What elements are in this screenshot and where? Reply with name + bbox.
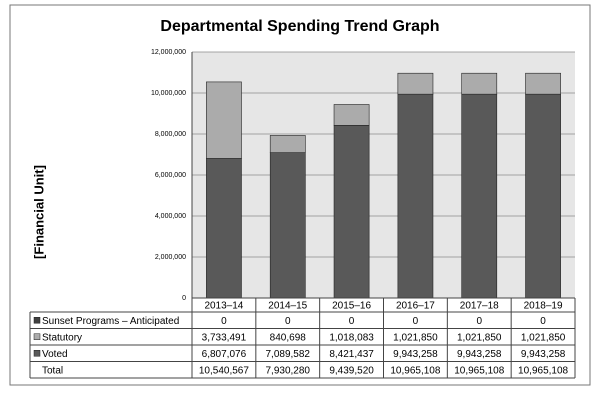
x-tick-label: 2016–17 <box>396 301 435 312</box>
chart-title: Departmental Spending Trend Graph <box>160 18 439 35</box>
bar-segment <box>525 72 561 95</box>
y-tick-label: 0 <box>182 295 186 302</box>
table-total: 7,930,280 <box>266 365 311 376</box>
y-axis-label: [Financial Unit] <box>31 165 46 259</box>
table-value: 0 <box>285 316 291 327</box>
y-tick-label: 8,000,000 <box>155 131 186 138</box>
bar-segment <box>206 81 242 159</box>
x-tick-label: 2017–18 <box>460 301 499 312</box>
table-value: 3,733,491 <box>202 332 247 343</box>
table-value: 0 <box>349 316 355 327</box>
bar-segment <box>397 93 434 299</box>
table-value: 1,021,850 <box>457 332 502 343</box>
total-label: Total <box>42 365 63 376</box>
table-total: 10,965,108 <box>390 365 440 376</box>
table-value: 9,943,258 <box>393 349 438 360</box>
bar-segment <box>525 93 561 299</box>
legend-swatch <box>33 350 41 357</box>
table-total: 10,540,567 <box>199 365 249 376</box>
legend-label: Voted <box>42 349 68 360</box>
table-value: 1,018,083 <box>329 332 374 343</box>
legend-swatch <box>33 317 41 324</box>
table-value: 840,698 <box>270 332 307 343</box>
y-tick-label: 12,000,000 <box>151 49 186 56</box>
bar-segment <box>269 152 306 299</box>
table-value: 0 <box>413 316 419 327</box>
table-value: 0 <box>221 316 227 327</box>
x-tick-label: 2015–16 <box>332 301 371 312</box>
x-tick-label: 2014–15 <box>268 301 307 312</box>
table-value: 1,021,850 <box>521 332 566 343</box>
legend-label: Sunset Programs – Anticipated <box>42 316 179 327</box>
y-tick-label: 6,000,000 <box>155 172 186 179</box>
table-value: 7,089,582 <box>266 349 311 360</box>
bar-segment <box>269 135 306 153</box>
legend-swatch <box>33 333 41 340</box>
table-value: 9,943,258 <box>521 349 566 360</box>
table-value: 8,421,437 <box>329 349 374 360</box>
bar-segment <box>333 104 370 126</box>
y-tick-label: 4,000,000 <box>155 213 186 220</box>
bar-segment <box>333 125 370 299</box>
table-value: 6,807,076 <box>202 349 247 360</box>
table-total: 10,965,108 <box>454 365 504 376</box>
table-total: 9,439,520 <box>329 365 374 376</box>
table-total: 10,965,108 <box>518 365 568 376</box>
y-tick-label: 10,000,000 <box>151 90 186 97</box>
bar-segment <box>461 72 498 95</box>
table-value: 1,021,850 <box>393 332 438 343</box>
table-value: 0 <box>476 316 482 327</box>
bar-segment <box>397 72 434 95</box>
bar-segment <box>461 93 498 299</box>
bar-segment <box>206 158 242 299</box>
table-value: 9,943,258 <box>457 349 502 360</box>
legend-label: Statutory <box>42 332 82 343</box>
table-value: 0 <box>540 316 546 327</box>
y-tick-label: 2,000,000 <box>155 254 186 261</box>
x-tick-label: 2018–19 <box>524 301 563 312</box>
x-tick-label: 2013–14 <box>204 301 243 312</box>
